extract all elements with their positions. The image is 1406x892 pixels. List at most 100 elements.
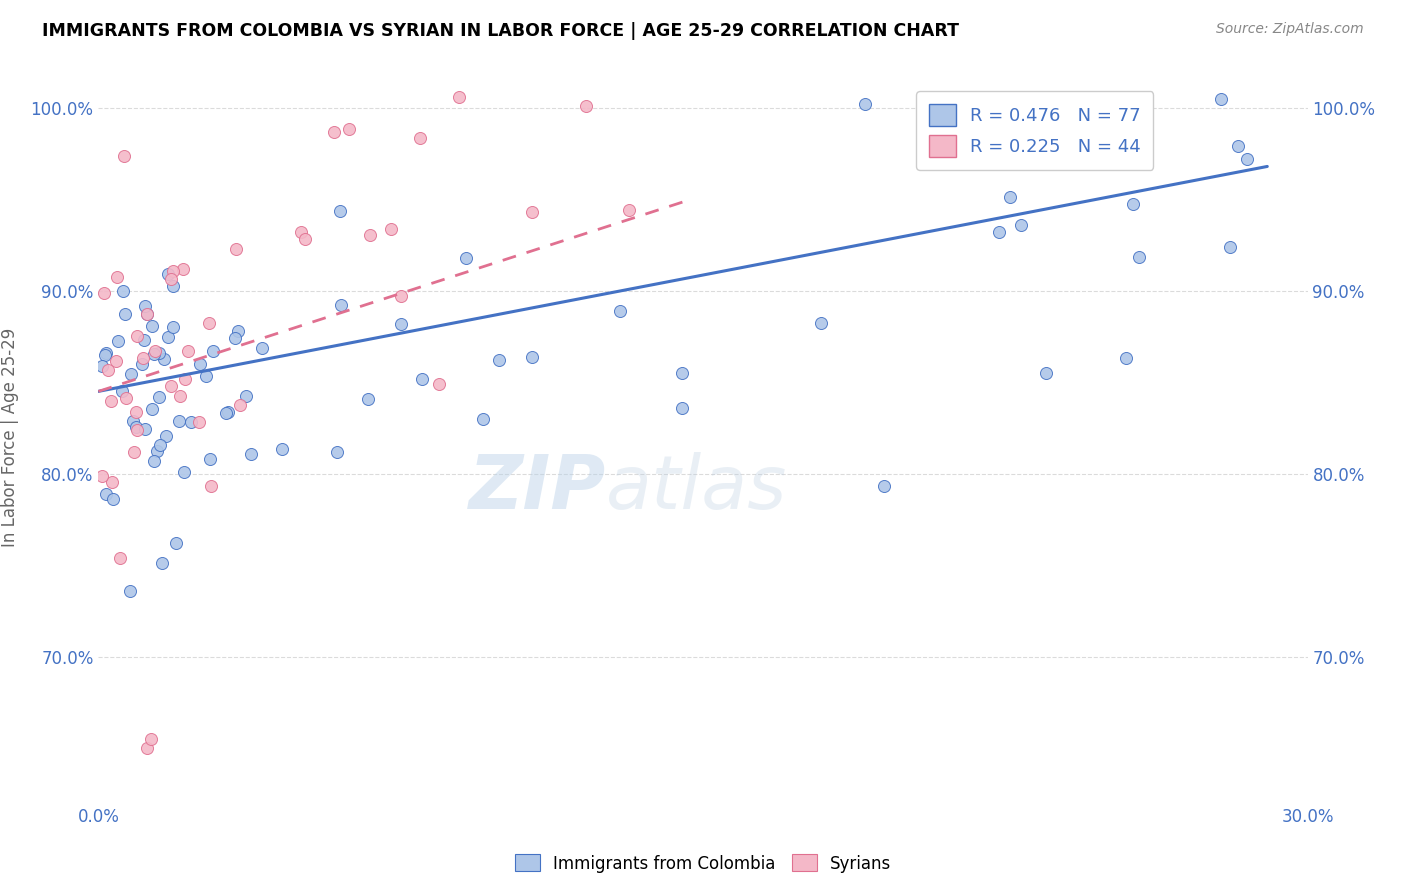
Point bbox=[141, 401, 163, 416]
Point bbox=[160, 271, 183, 285]
Point bbox=[1035, 366, 1057, 380]
Point bbox=[111, 284, 134, 298]
Point bbox=[142, 346, 165, 360]
Point bbox=[118, 584, 141, 599]
Point bbox=[326, 444, 349, 458]
Point bbox=[270, 442, 292, 457]
Point bbox=[1010, 218, 1032, 232]
Point bbox=[1115, 351, 1137, 366]
Point bbox=[290, 225, 312, 239]
Point bbox=[149, 438, 172, 452]
Point bbox=[226, 324, 249, 338]
Point bbox=[454, 251, 477, 265]
Point bbox=[195, 368, 218, 383]
Point bbox=[409, 131, 432, 145]
Point bbox=[125, 419, 148, 434]
Point bbox=[104, 354, 127, 368]
Y-axis label: In Labor Force | Age 25-29: In Labor Force | Age 25-29 bbox=[1, 327, 20, 547]
Point bbox=[380, 222, 402, 236]
Point bbox=[114, 392, 136, 406]
Point bbox=[135, 307, 157, 321]
Point bbox=[114, 149, 136, 163]
Legend: R = 0.476   N = 77, R = 0.225   N = 44: R = 0.476 N = 77, R = 0.225 N = 44 bbox=[915, 91, 1153, 169]
Point bbox=[252, 342, 274, 356]
Point bbox=[198, 451, 221, 466]
Point bbox=[337, 122, 360, 136]
Point bbox=[155, 428, 177, 442]
Text: atlas: atlas bbox=[606, 452, 787, 524]
Point bbox=[148, 346, 170, 360]
Point bbox=[522, 205, 544, 219]
Point bbox=[131, 357, 153, 371]
Point bbox=[224, 330, 246, 344]
Point bbox=[124, 405, 146, 419]
Point bbox=[153, 352, 176, 367]
Point bbox=[177, 344, 200, 359]
Point bbox=[157, 330, 180, 344]
Point bbox=[197, 317, 219, 331]
Point bbox=[100, 394, 122, 409]
Point bbox=[114, 307, 136, 321]
Point bbox=[135, 740, 157, 755]
Point bbox=[429, 376, 451, 391]
Point bbox=[329, 298, 352, 312]
Point bbox=[1209, 92, 1232, 106]
Point bbox=[810, 316, 832, 330]
Point bbox=[91, 359, 114, 374]
Point bbox=[169, 389, 191, 403]
Point bbox=[167, 414, 190, 428]
Point bbox=[225, 243, 247, 257]
Point bbox=[187, 415, 209, 429]
Point bbox=[873, 479, 896, 493]
Point bbox=[180, 415, 202, 429]
Point bbox=[108, 551, 131, 566]
Point bbox=[162, 279, 184, 293]
Point bbox=[1128, 250, 1150, 264]
Point bbox=[162, 264, 184, 278]
Point bbox=[96, 487, 118, 501]
Point bbox=[141, 319, 163, 334]
Point bbox=[609, 304, 631, 318]
Point bbox=[132, 351, 155, 365]
Legend: Immigrants from Colombia, Syrians: Immigrants from Colombia, Syrians bbox=[508, 847, 898, 880]
Point bbox=[188, 357, 211, 371]
Point bbox=[357, 392, 380, 407]
Point bbox=[157, 267, 180, 281]
Point bbox=[229, 398, 252, 412]
Point bbox=[617, 202, 640, 217]
Point bbox=[94, 348, 117, 362]
Point bbox=[110, 384, 132, 399]
Point bbox=[134, 333, 156, 347]
Point bbox=[173, 372, 195, 386]
Point bbox=[389, 289, 412, 303]
Point bbox=[215, 406, 238, 420]
Point bbox=[143, 454, 166, 468]
Point bbox=[94, 346, 117, 360]
Point bbox=[1219, 240, 1241, 254]
Point bbox=[575, 98, 598, 112]
Point bbox=[1236, 152, 1258, 166]
Point bbox=[359, 228, 381, 243]
Point bbox=[135, 308, 157, 322]
Point bbox=[122, 444, 145, 458]
Point bbox=[1226, 139, 1249, 153]
Point bbox=[411, 372, 433, 386]
Point bbox=[93, 285, 115, 300]
Point bbox=[520, 350, 543, 364]
Point bbox=[145, 444, 167, 458]
Point bbox=[172, 262, 194, 277]
Point bbox=[121, 414, 143, 428]
Point bbox=[105, 270, 128, 285]
Point bbox=[471, 411, 494, 425]
Point bbox=[134, 300, 156, 314]
Point bbox=[127, 423, 149, 437]
Point bbox=[91, 469, 114, 483]
Point bbox=[671, 401, 693, 415]
Point bbox=[853, 97, 876, 112]
Point bbox=[101, 475, 124, 489]
Point bbox=[449, 90, 471, 104]
Point bbox=[998, 190, 1021, 204]
Point bbox=[235, 389, 257, 403]
Point bbox=[120, 367, 142, 381]
Point bbox=[165, 536, 187, 550]
